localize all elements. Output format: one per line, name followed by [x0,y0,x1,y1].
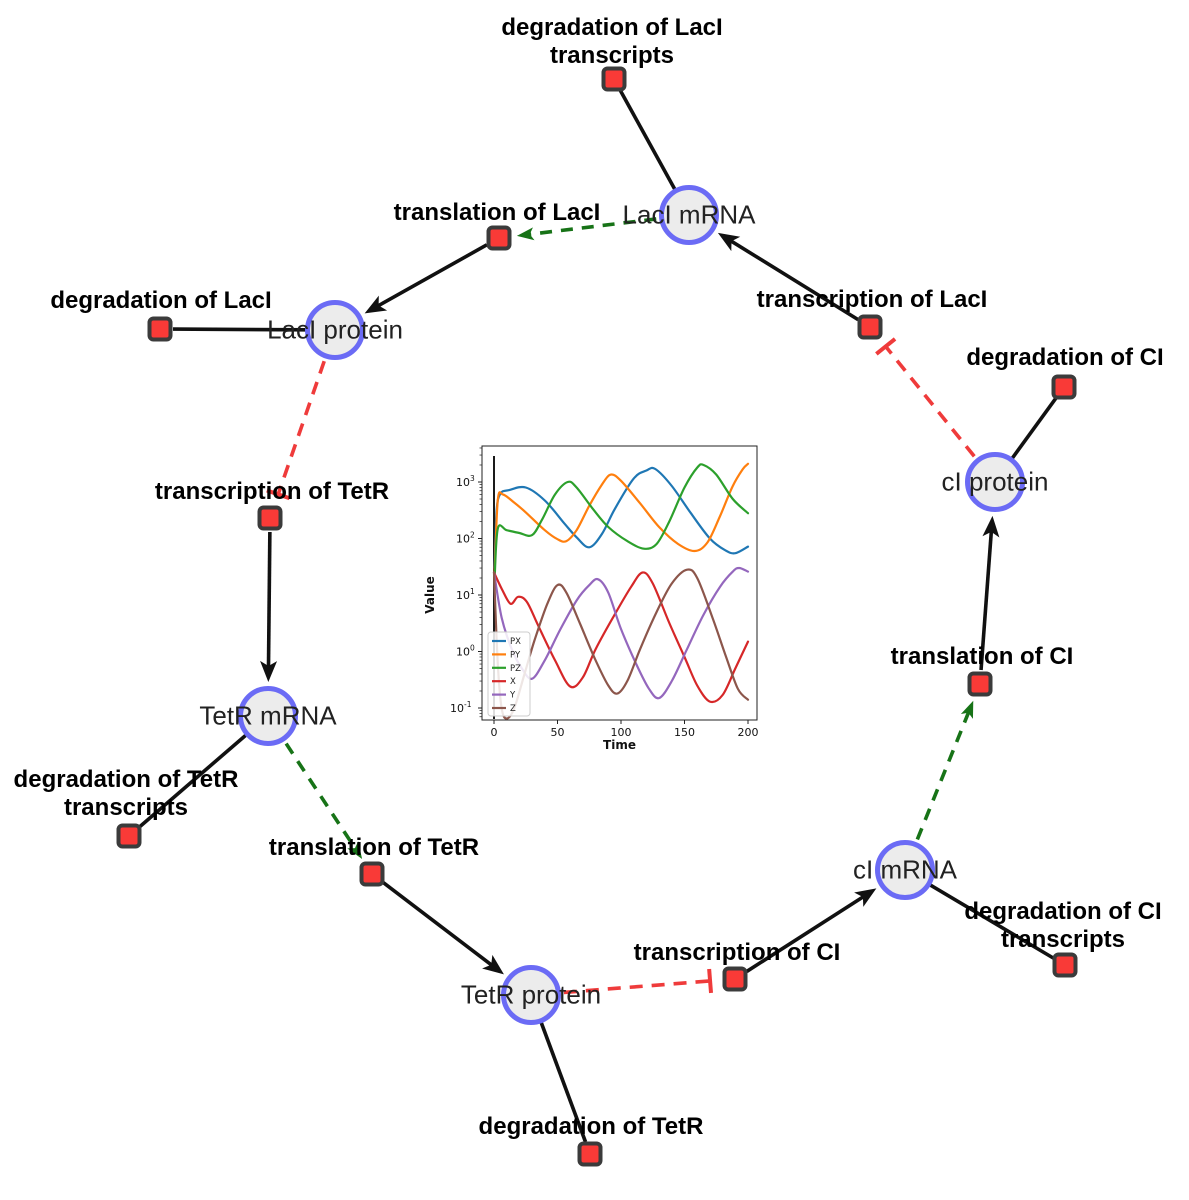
reaction-node-transcr_laci[interactable] [857,314,883,340]
reaction-label-line: transcripts [1000,926,1126,953]
edge-production-transl_laci-laci_protein [364,243,488,314]
reaction-node-deg_laci_tx[interactable] [601,66,627,92]
x-axis-label: Time [603,738,636,752]
reaction-label-line: degradation of CI [966,344,1164,371]
species-node-tetr_protein[interactable] [501,965,561,1025]
reaction-label-line: degradation of TetR [13,766,239,793]
reaction-label-line: translation of TetR [268,834,480,861]
species-label-ci_protein: cI protein [941,466,1049,497]
legend-entry-PY: PY [510,650,521,660]
chart-series-PX [493,466,750,570]
legend-entry-PZ: PZ [510,664,521,674]
edge-consumption-laci_mrna-deg_laci_tx [618,89,677,191]
reaction-node-transl_laci[interactable] [486,225,512,251]
reaction-label-deg_tetr: degradation of TetR [479,1113,704,1141]
reaction-label-transcr_ci: transcription of CI [634,939,841,967]
reaction-node-deg_ci[interactable] [1051,374,1077,400]
y-tick-label: 103 [456,474,475,489]
x-tick-label: 200 [738,726,759,739]
reaction-label-transl_tetr: translation of TetR [269,834,479,862]
edge-inhibition-ci_protein-transcr_laci [875,337,976,458]
chart-series-PY [493,462,750,574]
edge-production-transcr_tetr-tetr_mrna [260,531,278,683]
edge-activation-ci_mrna-transl_ci [915,700,974,841]
reaction-node-transl_ci[interactable] [967,671,993,697]
y-tick-label: 101 [456,587,475,602]
edge-production-transl_ci-ci_protein [979,515,1000,671]
reaction-label-deg_ci: degradation of CI [966,344,1163,372]
edge-production-transcr_laci-laci_mrna [717,232,860,322]
simulation-plot-inset: 10-1 100 101 102 103 0 50 100 150 200 Time Value PX P… [420,436,772,766]
reaction-label-line: degradation of TetR [478,1113,704,1140]
reaction-label-line: transcription of TetR [154,478,390,505]
reaction-label-line: transcripts [63,794,189,821]
species-node-ci_mrna[interactable] [875,840,935,900]
edge-consumption-tetr_mrna-deg_tetr_tx [137,733,248,829]
reaction-node-transcr_ci[interactable] [722,966,748,992]
reaction-node-transl_tetr[interactable] [359,861,385,887]
chart-series-X [492,571,750,704]
species-node-laci_protein[interactable] [305,300,365,360]
edge-consumption-tetr_protein-deg_tetr [539,1021,588,1143]
edge-inhibition-tetr_protein-transcr_ci [563,968,714,995]
species-label-ci_mrna: cI mRNA [853,854,957,885]
reaction-label-transcr_laci: transcription of LacI [757,286,988,314]
y-axis-label: Value [423,576,437,614]
y-tick-label: 10-1 [450,700,472,715]
edge-activation-tetr_mrna-transl_tetr [284,742,363,859]
reaction-node-transcr_tetr[interactable] [257,505,283,531]
reaction-label-line: degradation of LacI [50,287,272,314]
species-node-laci_mrna[interactable] [659,185,719,245]
reaction-label-line: transcription of CI [633,939,841,966]
reaction-node-deg_ci_tx[interactable] [1052,952,1078,978]
chart-series-PZ [493,463,750,580]
edge-consumption-ci_protein-deg_ci [1010,396,1058,460]
reaction-label-transcr_tetr: transcription of TetR [155,478,389,506]
reaction-label-deg_ci_tx: degradation of CI transcripts [964,898,1161,954]
edge-inhibition-laci_protein-transcr_tetr [266,360,326,501]
edge-activation-laci_mrna-transl_laci [516,217,657,241]
reaction-label-deg_laci_tx: degradation of LacI transcripts [501,14,722,70]
species-label-tetr_protein: TetR protein [460,979,602,1010]
y-tick-label: 102 [456,531,475,546]
x-tick-label: 100 [611,726,632,739]
reaction-label-line: translation of CI [890,643,1074,670]
legend-entry-Z: Z [510,704,516,714]
species-label-tetr_mrna: TetR mRNA [199,700,337,731]
chart-legend: PX PY PZ XYZ [487,631,531,717]
species-label-laci_mrna: LacI mRNA [622,199,756,230]
reaction-label-line: translation of LacI [393,199,601,226]
x-tick-label: 50 [551,726,565,739]
y-tick-label: 100 [456,644,475,659]
reaction-label-deg_laci: degradation of LacI [50,287,271,315]
species-node-tetr_mrna[interactable] [238,686,298,746]
reaction-node-deg_tetr_tx[interactable] [116,823,142,849]
edge-production-transcr_ci-ci_mrna [745,888,877,973]
legend-entry-PX: PX [510,637,521,647]
legend-entry-X: X [510,677,516,687]
reaction-node-deg_tetr[interactable] [577,1141,603,1167]
reaction-label-deg_tetr_tx: degradation of TetR transcripts [14,766,239,822]
reaction-node-deg_laci[interactable] [147,316,173,342]
reaction-label-line: transcription of LacI [756,286,988,313]
edge-consumption-ci_mrna-deg_ci_tx [929,883,1055,960]
reaction-label-line: degradation of LacI [501,14,723,41]
x-tick-label: 0 [491,726,498,739]
reaction-label-transl_laci: translation of LacI [394,199,601,227]
species-node-ci_protein[interactable] [965,452,1025,512]
x-tick-label: 150 [674,726,695,739]
reaction-label-transl_ci: translation of CI [891,643,1074,671]
edge-consumption-laci_protein-deg_laci [172,327,307,332]
reaction-label-line: transcripts [549,42,675,69]
legend-entry-Y: Y [509,691,516,701]
reaction-label-line: degradation of CI [964,898,1162,925]
species-label-laci_protein: LacI protein [267,314,403,345]
edge-production-transl_tetr-tetr_protein [382,881,504,975]
